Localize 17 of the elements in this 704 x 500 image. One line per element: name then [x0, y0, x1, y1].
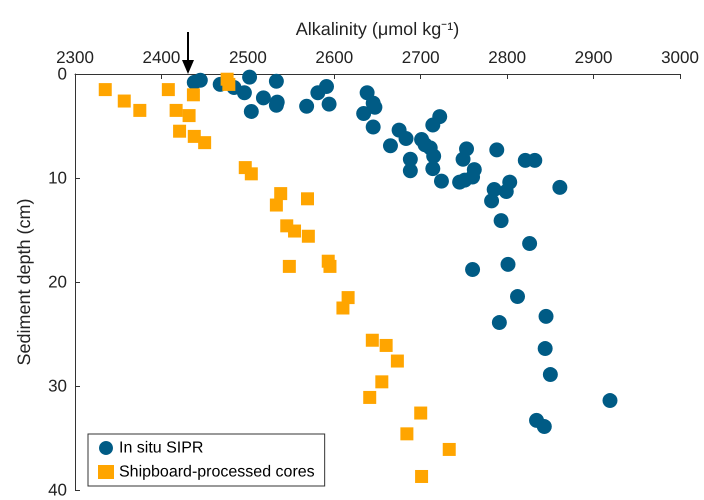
x-tick-label: 2600 [315, 48, 354, 67]
legend-label: In situ SIPR [119, 440, 204, 456]
y-tick-label: 10 [48, 168, 67, 188]
x-tick-label: 3000 [661, 48, 699, 67]
legend-label: Shipboard-processed cores [119, 464, 315, 480]
x-tick-label: 2800 [488, 48, 526, 67]
x-tick-label: 2900 [574, 48, 612, 67]
y-axis-title: Sediment depth (cm) [14, 198, 34, 366]
x-tick-label: 2400 [142, 48, 180, 67]
x-tick-label: 2700 [402, 48, 440, 67]
y-tick-label: 30 [48, 376, 67, 396]
y-tick-label: 0 [58, 64, 67, 84]
x-axis-title: Alkalinity (μmol kg⁻¹) [296, 19, 460, 39]
x-tick-label: 2500 [228, 48, 267, 67]
x-tick-label: 2300 [56, 48, 94, 67]
y-tick-label: 20 [48, 272, 67, 292]
y-tick-label: 40 [48, 480, 67, 500]
